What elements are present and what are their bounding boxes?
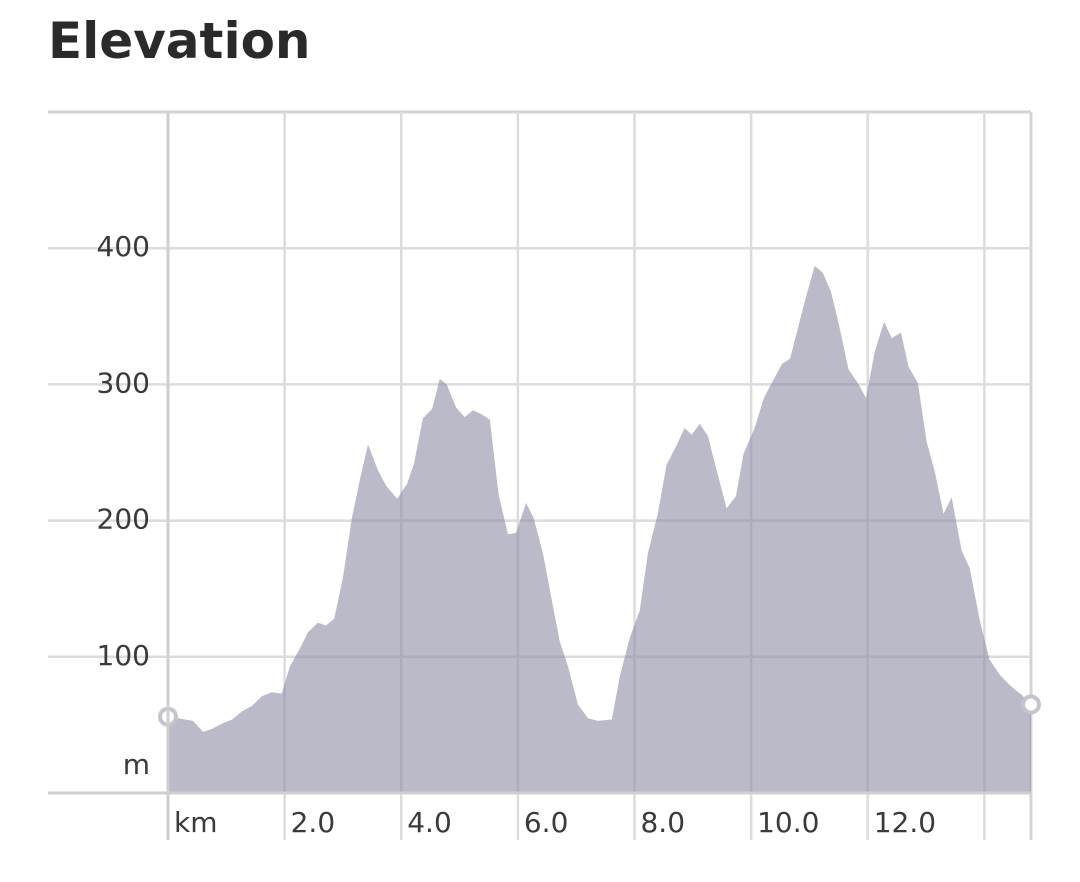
x-unit: km [174,806,218,839]
x-tick-label: 4.0 [407,806,452,839]
x-tick-label: 8.0 [640,806,685,839]
x-tick-label: 2.0 [291,806,336,839]
y-tick-label: 300 [97,366,150,399]
elevation-area [168,265,1031,793]
y-tick-label: 200 [97,503,150,536]
chart-title: Elevation [48,12,311,70]
y-unit: m [123,748,150,781]
x-tick-label: 10.0 [757,806,819,839]
x-tick-label: 12.0 [874,806,936,839]
route-endpoint [1021,694,1041,715]
x-tick-label: 6.0 [524,806,569,839]
y-tick-label: 100 [97,639,150,672]
y-tick-label: 400 [97,230,150,263]
